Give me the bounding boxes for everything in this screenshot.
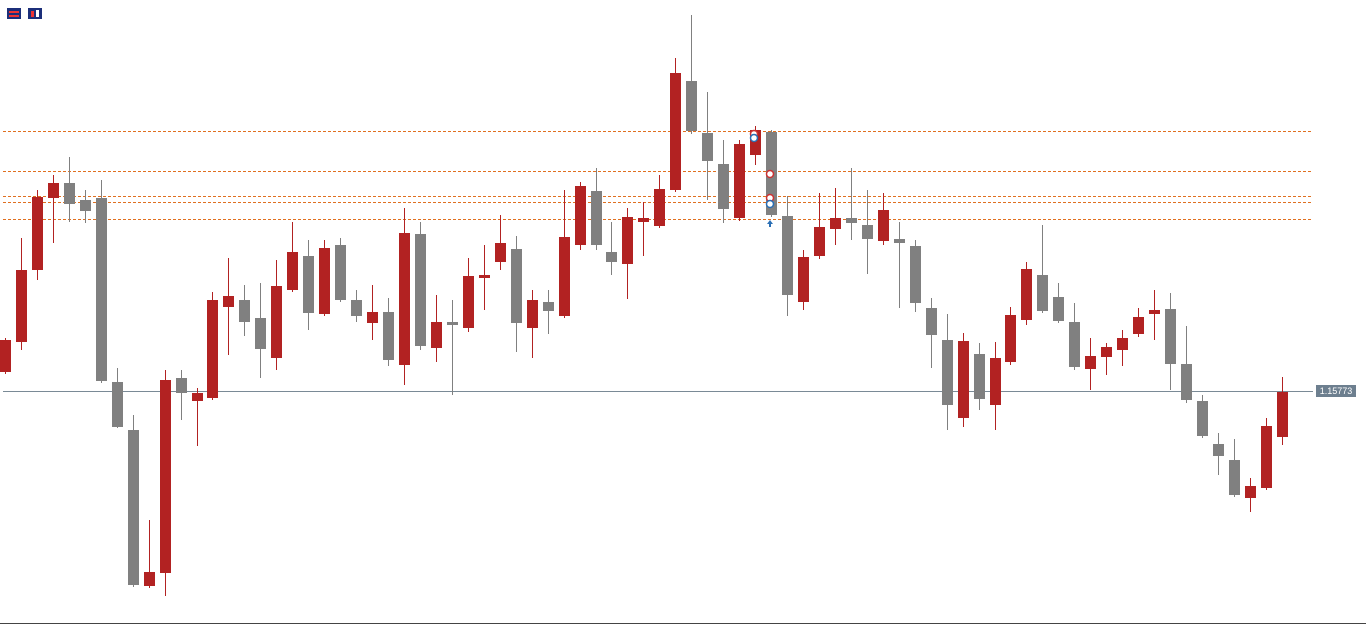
candle-body: [223, 296, 234, 307]
trade-marker: [749, 133, 759, 143]
candle-body: [1117, 338, 1128, 350]
candle-body: [958, 341, 969, 418]
candle-body: [670, 73, 681, 190]
candle-body: [399, 233, 410, 365]
candle-body: [878, 210, 889, 241]
candle-body: [1005, 315, 1016, 362]
icon-detail: [36, 10, 39, 17]
candle-body: [319, 248, 330, 314]
candle-body: [1133, 317, 1144, 334]
candle-body: [463, 276, 474, 328]
candle-body: [192, 393, 203, 401]
candle-body: [207, 300, 218, 398]
candle-body: [1229, 460, 1240, 495]
candle-body: [0, 340, 11, 372]
trade-marker: [765, 199, 775, 209]
candle-body: [287, 252, 298, 290]
candle-body: [1085, 356, 1096, 369]
icon-detail: [9, 11, 19, 13]
candle-body: [559, 237, 570, 316]
candle-body: [112, 382, 123, 427]
candle-body: [431, 322, 442, 348]
candle-body: [176, 378, 187, 393]
candle-body: [575, 186, 586, 245]
candle-body: [734, 144, 745, 218]
candle-body: [1021, 269, 1032, 320]
candle-body: [1261, 426, 1272, 488]
trade-marker: [765, 169, 775, 179]
toolbar-icons: [7, 8, 42, 19]
candle-body: [335, 245, 346, 300]
candle-body: [527, 300, 538, 328]
candle-body: [351, 300, 362, 316]
candle-body: [128, 430, 139, 585]
candle-body: [80, 200, 91, 211]
icon-detail: [31, 11, 34, 17]
candle-body: [32, 197, 43, 270]
candle-body: [910, 246, 921, 303]
candle-body: [479, 275, 490, 278]
candle-body: [16, 270, 27, 342]
candle-body: [1245, 486, 1256, 498]
candle-body: [447, 322, 458, 325]
candle-body: [1197, 401, 1208, 436]
candle-body: [1149, 310, 1160, 314]
candle-body: [990, 358, 1001, 405]
candle-body: [1069, 322, 1080, 367]
candle-body: [1053, 297, 1064, 321]
candle-body: [814, 227, 825, 256]
candle-body: [543, 302, 554, 311]
candle-body: [1165, 309, 1176, 364]
candle-body: [495, 243, 506, 262]
candle-body: [144, 572, 155, 586]
last-price-box: [1316, 385, 1356, 397]
candle-body: [303, 256, 314, 313]
icon[interactable]: [7, 8, 21, 19]
candle-body: [846, 218, 857, 223]
candle-body: [1101, 347, 1112, 357]
candle-body: [686, 81, 697, 131]
candle-body: [606, 252, 617, 262]
candle-body: [894, 239, 905, 243]
candle-body: [591, 191, 602, 245]
candle-body: [830, 218, 841, 229]
candle-body: [718, 164, 729, 209]
icon-detail: [9, 15, 19, 17]
candle-body: [638, 218, 649, 222]
trade-arrow: [767, 220, 773, 227]
candle-body: [1037, 275, 1048, 311]
candle-body: [160, 380, 171, 573]
candle-body: [64, 183, 75, 204]
candle-body: [415, 234, 426, 346]
candle-body: [782, 216, 793, 295]
icon[interactable]: [28, 8, 42, 19]
candle-body: [862, 225, 873, 239]
candle-body: [1181, 364, 1192, 400]
candle-body: [622, 217, 633, 264]
candle-body: [654, 189, 665, 226]
candle-body: [48, 183, 59, 198]
candle-body: [750, 130, 761, 155]
candle-body: [96, 198, 107, 381]
candle-body: [511, 249, 522, 323]
candle-body: [702, 133, 713, 161]
last-price-label: 1.15773: [1320, 386, 1353, 396]
candle-body: [798, 257, 809, 302]
candle-body: [271, 286, 282, 358]
candle-body: [1213, 444, 1224, 456]
candle-body: [926, 308, 937, 335]
candle-body: [367, 312, 378, 323]
candle-body: [255, 318, 266, 349]
candle-body: [942, 340, 953, 405]
candle-body: [383, 312, 394, 360]
candle-body: [974, 354, 985, 399]
candle-body: [1277, 392, 1288, 437]
candle-body: [239, 300, 250, 322]
